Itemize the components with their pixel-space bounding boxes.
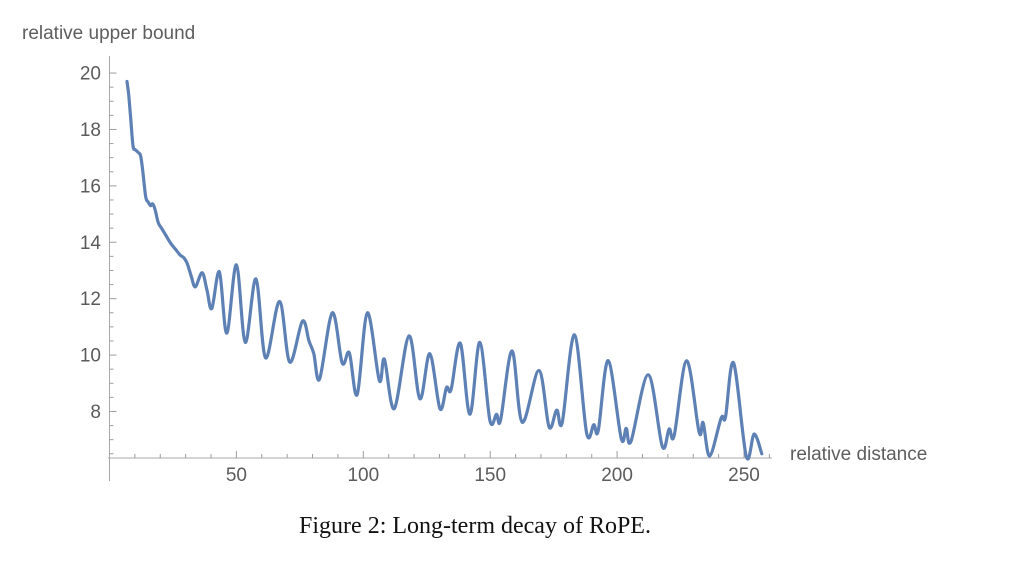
y-tick-label: 12: [80, 289, 101, 310]
x-tick-label: 250: [728, 465, 760, 486]
y-tick-label: 10: [80, 346, 101, 367]
x-tick-label: 200: [601, 465, 633, 486]
y-tick-label: 8: [90, 402, 101, 423]
x-tick-label: 150: [474, 465, 506, 486]
y-tick-label: 14: [80, 233, 102, 254]
x-axis-label: relative distance: [790, 444, 928, 465]
figure-caption-row: Figure 2: Long-term decay of RoPE.: [0, 513, 950, 540]
y-tick-label: 20: [80, 64, 101, 85]
figure-caption: Figure 2: Long-term decay of RoPE.: [299, 513, 651, 539]
x-tick-label: 100: [347, 465, 379, 486]
y-tick-label: 16: [80, 176, 101, 197]
y-axis-label: relative upper bound: [22, 23, 196, 44]
decay-curve: [125, 79, 764, 461]
x-tick-label: 50: [226, 465, 247, 486]
y-tick-label: 18: [80, 120, 101, 141]
